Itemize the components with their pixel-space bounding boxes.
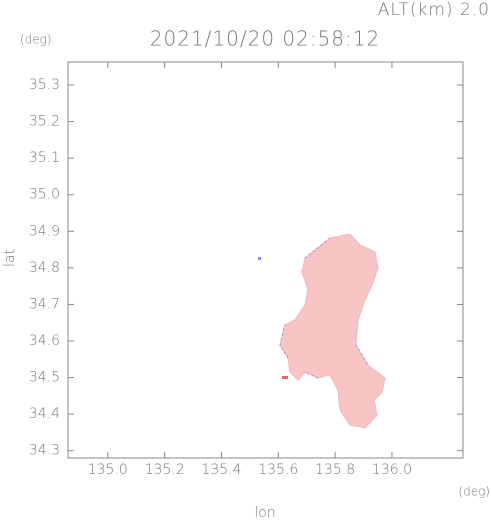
y-tick-label: 34.7 [29,296,60,312]
x-tick-label: 136.0 [372,462,412,478]
y-tick-label: 34.8 [29,260,60,276]
altitude-annotation: ALT(km) 2.0 [378,0,490,20]
echo-area [279,233,386,429]
x-axis-label: lon [254,505,275,521]
x-tick-label: 135.0 [88,462,128,478]
y-tick-label: 35.1 [29,150,60,166]
y-tick-label: 35.0 [29,187,60,203]
x-unit: (deg) [458,485,490,499]
x-tick-label: 135.8 [315,462,355,478]
y-unit: (deg) [20,33,52,47]
x-tick-label: 135.4 [201,462,241,478]
plot-frame [67,61,464,459]
y-tick-label: 35.3 [29,77,60,93]
x-tick-label: 135.6 [258,462,298,478]
y-tick-label: 35.2 [29,114,60,130]
y-tick-label: 34.4 [29,406,60,422]
x-tick-label: 135.2 [145,462,185,478]
y-tick-label: 34.5 [29,370,60,386]
echo-edge [279,237,369,379]
y-tick-label: 34.3 [29,443,60,459]
y-tick-label: 34.6 [29,333,60,349]
y-tick-label: 34.9 [29,223,60,239]
chart-title: 2021/10/20 02:58:12 [150,27,380,51]
echo-speck [282,376,288,379]
echo-speck [258,257,261,260]
y-axis-label: lat [2,249,18,267]
